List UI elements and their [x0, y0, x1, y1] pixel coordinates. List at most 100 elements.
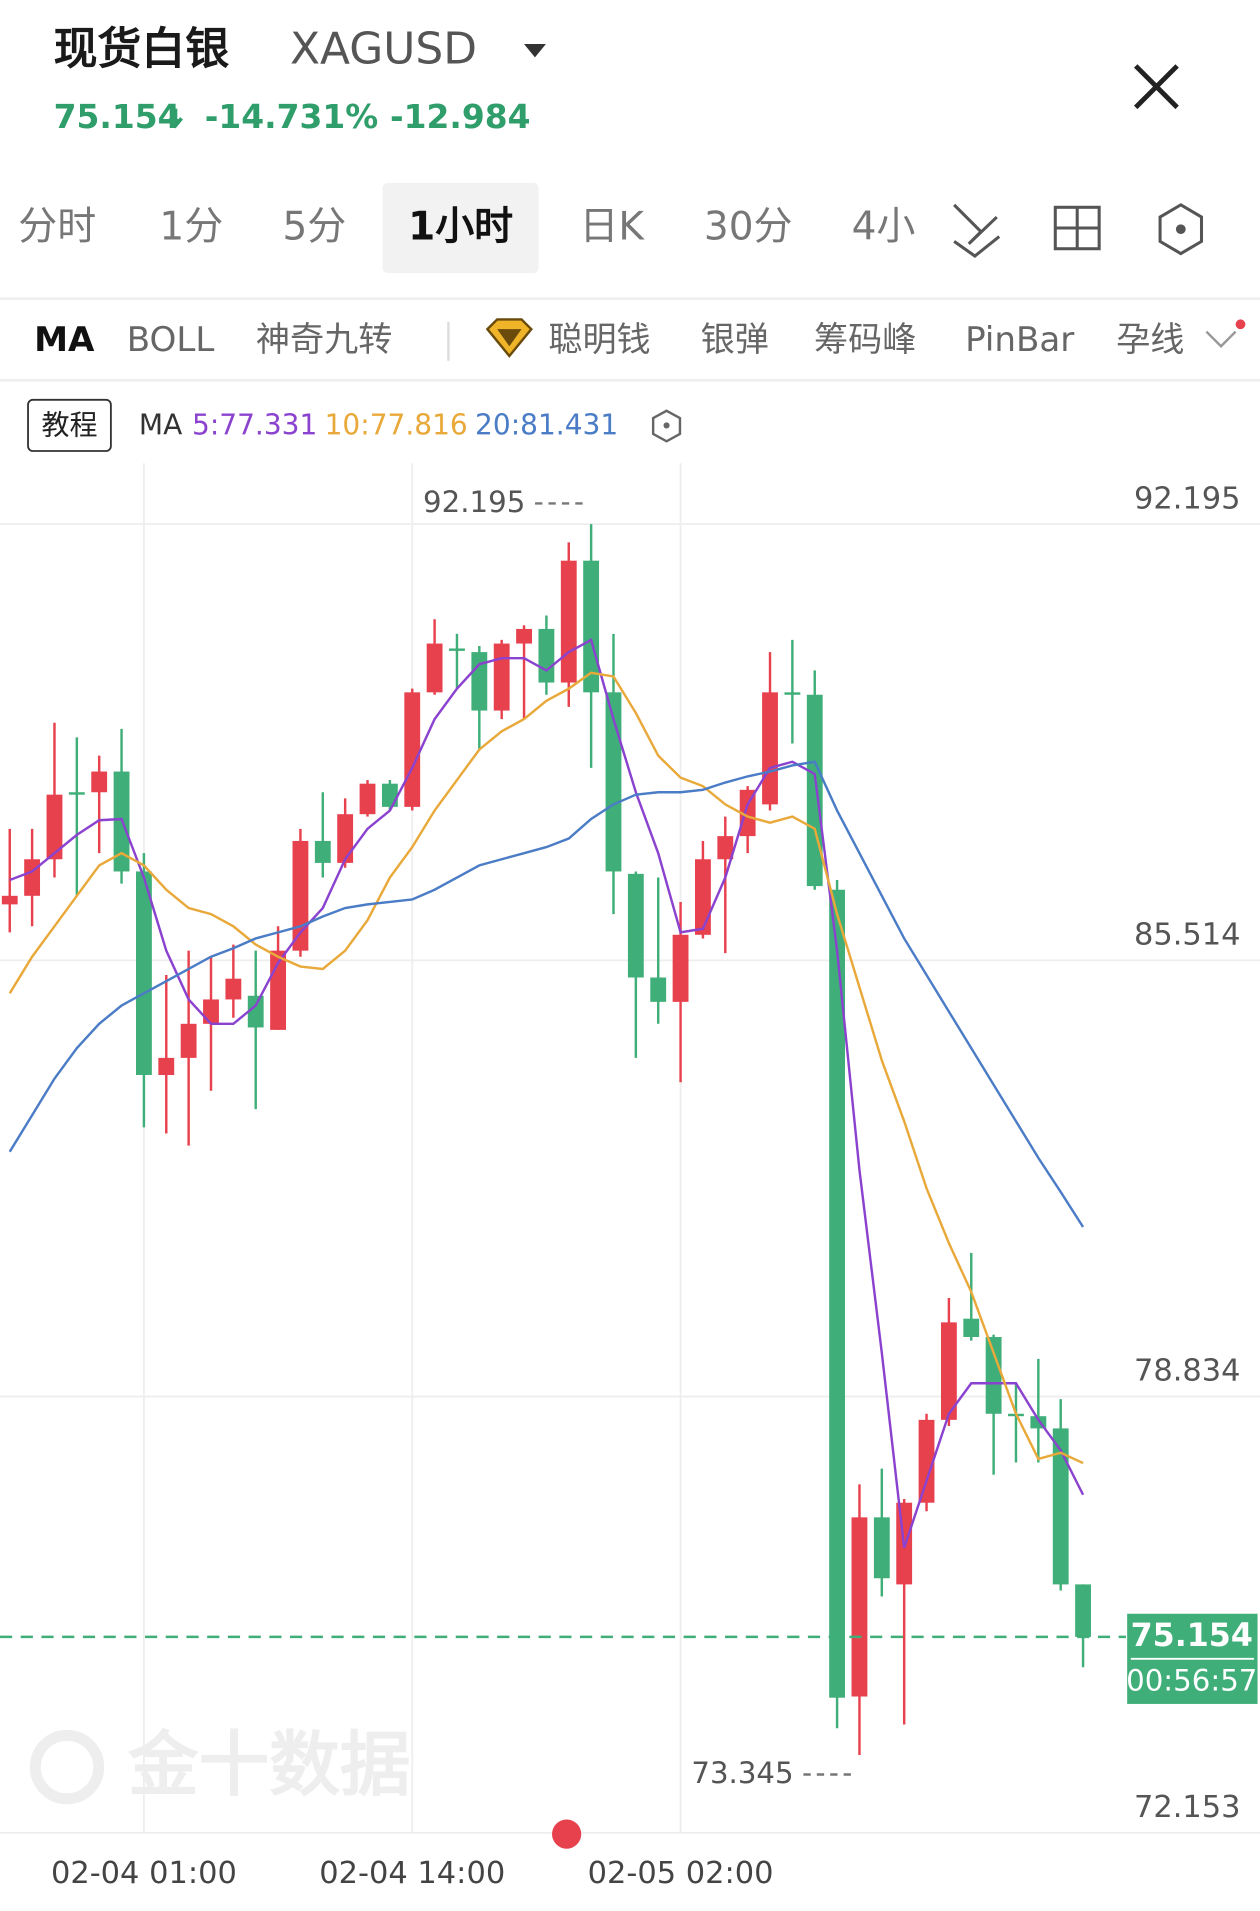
candle-body [225, 978, 242, 1000]
candle-body [135, 871, 152, 1075]
scroll-dot[interactable] [552, 1819, 582, 1849]
tab[interactable]: 1分 [159, 205, 223, 250]
tutorial-label[interactable]: 教程 [41, 409, 97, 442]
indicator[interactable]: PinBar [965, 320, 1075, 360]
candle-body [292, 840, 309, 951]
tab[interactable]: 日K [579, 205, 645, 250]
indicator[interactable]: 银弹 [701, 320, 769, 360]
y-tick-label: 85.514 [1134, 918, 1241, 953]
more-chevron[interactable] [1205, 330, 1237, 348]
tab[interactable]: 分时 [18, 205, 96, 250]
candle-body [449, 648, 465, 651]
settings-icon[interactable] [1158, 203, 1204, 256]
candle-body [247, 995, 264, 1028]
candle-body [851, 1517, 868, 1697]
indicator[interactable]: 筹码峰 [814, 320, 916, 360]
candle-body [739, 789, 756, 837]
x-tick-label: 02-05 02:00 [588, 1856, 774, 1891]
ma-label: MA [139, 409, 182, 442]
symbol[interactable]: XAGUSD [290, 23, 477, 74]
candle-body [985, 1336, 1002, 1414]
candle-body [695, 859, 711, 935]
y-tick-label: 92.195 [1134, 481, 1241, 516]
x-tick-label: 02-04 14:00 [319, 1856, 505, 1891]
ma-legend-entry: 10:77.816 [325, 409, 468, 442]
notice-dot [1235, 319, 1246, 330]
candle-body [46, 794, 63, 860]
change-pct: -14.731% [205, 97, 379, 136]
candle-body [493, 643, 510, 711]
candle-body [359, 783, 376, 815]
y-tick-label: 78.834 [1134, 1354, 1241, 1389]
diamond-icon [485, 318, 533, 358]
layout-icon[interactable] [1053, 205, 1101, 251]
candle-body [1075, 1584, 1091, 1637]
price: 75.154 [54, 97, 181, 136]
symbol-dropdown[interactable] [523, 44, 546, 58]
y-tick-label: 72.153 [1134, 1790, 1241, 1825]
candle-body [404, 692, 421, 807]
close-button[interactable] [1133, 64, 1179, 110]
candle-body [762, 692, 778, 805]
change: -12.984 [390, 97, 531, 136]
active-tab-bg [382, 182, 539, 274]
down-arrow [167, 108, 183, 129]
candle-body [963, 1318, 980, 1337]
candle-body [337, 814, 354, 863]
candle-body [91, 771, 108, 793]
tab[interactable]: 4小 [852, 205, 916, 250]
candle-body [627, 873, 644, 978]
candle-body [158, 1057, 175, 1075]
ma-line [8, 671, 1084, 1465]
indicator[interactable]: 聪明钱 [548, 320, 650, 360]
candle-body [471, 652, 488, 711]
candle-body [829, 889, 846, 1698]
indicator[interactable]: 孕线 [1116, 320, 1184, 360]
countdown-label: 00:56:57 [1126, 1663, 1257, 1697]
candle-body [806, 694, 823, 887]
indicator[interactable]: 神奇九转 [256, 320, 392, 360]
extreme-label: 73.345 [691, 1756, 793, 1790]
candle-body [940, 1322, 957, 1420]
candle-body [24, 859, 41, 896]
indicator[interactable]: MA [34, 320, 95, 360]
ma-line [8, 760, 1085, 1228]
ma-settings-icon[interactable] [651, 409, 682, 443]
candle-body [873, 1517, 890, 1579]
candle-body [516, 628, 532, 644]
plot: 72.153 78.834 85.514 92.195 02-04 01:00 02-04… [0, 463, 1260, 1891]
candle-body [672, 934, 689, 1002]
candle-body [650, 977, 667, 1002]
candle-body [538, 628, 555, 683]
tab[interactable]: 1小时 [408, 205, 513, 250]
indicator-bar: MA BOLL 神奇九转 聪明钱 银弹 筹码峰 PinBar 孕线 [34, 320, 1184, 360]
indicator[interactable]: BOLL [127, 320, 215, 360]
watermark: 金十数据 [29, 1723, 411, 1806]
tab-bar: 分时 1分 5分 1小时 日K 30分 4小 [18, 182, 916, 274]
candle-body [203, 999, 219, 1024]
last-price-label: 75.154 [1131, 1618, 1253, 1654]
candle-body [314, 840, 331, 863]
candle-body [180, 1023, 197, 1058]
ma-line [9, 638, 1085, 1549]
tab[interactable]: 30分 [704, 205, 793, 250]
ma-legend-entry: 20:81.431 [475, 409, 618, 442]
ma-legend: MA 5:77.331 10:77.816 20:81.431 [139, 409, 618, 442]
candle-body [426, 643, 443, 693]
candle-body [560, 560, 577, 683]
candle-body [784, 692, 801, 695]
candle-body [1, 895, 18, 905]
tab[interactable]: 5分 [282, 205, 346, 250]
tutorial-button[interactable] [27, 398, 112, 452]
extreme-label: 92.195 [423, 485, 525, 519]
candle-body [68, 792, 85, 795]
x-tick-label: 02-04 01:00 [51, 1856, 237, 1891]
candle-body [381, 783, 398, 807]
ma-legend-entry: 5:77.331 [192, 409, 317, 442]
candle-body [1052, 1428, 1069, 1585]
watermark-text: 金十数据 [127, 1723, 411, 1806]
candle-body [605, 692, 622, 872]
draw-tool-icon[interactable] [953, 203, 1001, 258]
